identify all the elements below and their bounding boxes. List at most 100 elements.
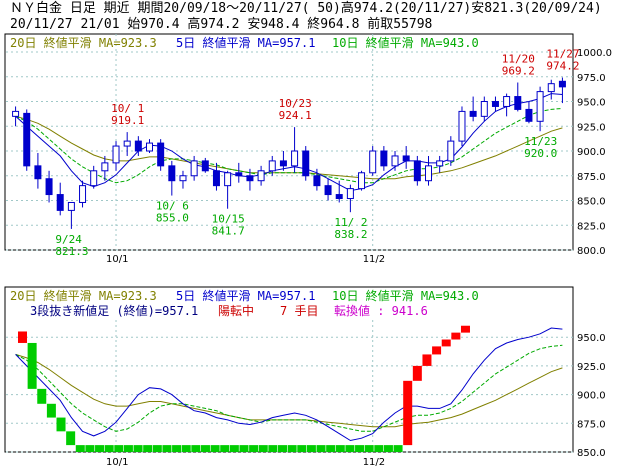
brick-up	[460, 325, 470, 333]
brick-down	[75, 445, 85, 452]
candle	[391, 151, 399, 171]
candle-body-up	[90, 170, 98, 187]
lower-grid	[6, 320, 573, 453]
annotation-date: 11/20	[502, 52, 535, 65]
annotation-value: 924.1	[279, 109, 312, 122]
brick-down	[287, 445, 297, 452]
candle	[335, 180, 343, 203]
lower-legend-newprice: 3段抜き新値足 (終値)=957.1	[30, 303, 198, 318]
upper-ma5-line	[15, 93, 563, 192]
candle	[302, 146, 310, 181]
brick-down	[85, 445, 95, 452]
candle	[56, 182, 64, 216]
lower-y-tick-label: 875.0	[577, 419, 606, 430]
candle-body-up	[67, 201, 75, 211]
brick-down	[374, 445, 384, 452]
candle-body-down	[212, 170, 220, 187]
candle	[547, 79, 555, 100]
candle	[12, 106, 20, 127]
candle	[179, 170, 187, 189]
lower-ma10-line	[15, 344, 563, 432]
candle-body-down	[201, 160, 209, 172]
brick-down	[152, 445, 162, 452]
brick-down	[229, 445, 239, 452]
lower-x-tick-label: 11/2	[363, 457, 385, 468]
candle-body-up	[503, 96, 511, 107]
brick-down	[383, 445, 393, 452]
brick-down	[56, 417, 66, 432]
candle	[469, 96, 477, 122]
candle-body-down	[168, 165, 176, 182]
upper-y-tick-label: 900.0	[577, 147, 606, 158]
brick-up	[412, 365, 422, 381]
candle-body-up	[112, 145, 120, 164]
candle-body-up	[480, 101, 488, 117]
candle	[447, 136, 455, 166]
brick-down	[345, 445, 355, 452]
candle	[369, 146, 377, 176]
candle	[358, 170, 366, 191]
candle-body-up	[291, 150, 299, 167]
lower-legend-reversal: 転換値 : 941.6	[334, 303, 428, 318]
candle-body-down	[246, 175, 254, 182]
candle-body-down	[335, 194, 343, 200]
candle-body-down	[45, 178, 53, 196]
brick-down	[162, 445, 172, 452]
candle-body-up	[358, 172, 366, 190]
candle	[313, 168, 321, 191]
annotation-value: 969.2	[502, 64, 535, 77]
candle-body-up	[346, 188, 354, 200]
brick-down	[220, 445, 230, 452]
brick-down	[210, 445, 220, 452]
brick-down	[37, 388, 47, 404]
lower-x-axis: 10/1 11/2	[106, 457, 385, 468]
lower-moving-averages	[15, 327, 563, 442]
brick-down	[114, 445, 124, 452]
candle-body-up	[224, 172, 232, 187]
annotation-date: 11/23	[524, 135, 557, 148]
brick-down	[27, 342, 37, 389]
annotation-value: 838.2	[334, 228, 367, 241]
candle	[480, 96, 488, 122]
upper-legend-ma5: 5日 終値平滑 MA=957.1	[176, 35, 315, 50]
annotation-date: 9/24	[55, 233, 82, 246]
header-ohlc-line: 20/11/27 21/01 始970.4 高974.2 安948.4 終964…	[10, 17, 433, 32]
upper-x-tick-label: 11/2	[363, 254, 385, 265]
upper-candles	[12, 77, 566, 229]
candle	[402, 146, 410, 169]
lower-y-tick-label: 850.0	[577, 448, 606, 459]
candle	[157, 139, 165, 171]
lower-y-tick-label: 950.0	[577, 333, 606, 344]
brick-down	[66, 431, 76, 446]
candle-body-up	[447, 140, 455, 162]
candle-body-down	[302, 150, 310, 177]
candle-body-up	[12, 110, 20, 117]
candle-body-up	[391, 155, 399, 167]
candle	[90, 165, 98, 189]
upper-x-tick-label: 10/1	[106, 254, 128, 265]
annotation-date: 10/ 1	[111, 102, 144, 115]
candle	[101, 155, 109, 181]
candle-body-up	[146, 142, 153, 152]
candle	[436, 155, 444, 173]
annotation-date: 10/15	[212, 213, 245, 226]
lower-y-tick-label: 925.0	[577, 362, 606, 373]
brick-down	[143, 445, 153, 452]
candle	[134, 136, 142, 156]
candle	[79, 180, 87, 208]
candle-body-up	[79, 185, 87, 203]
upper-moving-averages	[15, 93, 563, 192]
candle	[246, 168, 254, 191]
annotation-value: 821.3	[55, 245, 88, 258]
candle-body-down	[491, 101, 499, 107]
upper-y-tick-label: 875.0	[577, 172, 606, 183]
brick-down	[172, 445, 182, 452]
candle-body-up	[101, 162, 109, 172]
candle-body-down	[56, 194, 64, 211]
annotation-value: 919.1	[111, 114, 144, 127]
candle	[168, 160, 176, 196]
candle-body-up	[547, 83, 555, 93]
candle-body-up	[268, 160, 276, 172]
brick-down	[326, 445, 336, 452]
